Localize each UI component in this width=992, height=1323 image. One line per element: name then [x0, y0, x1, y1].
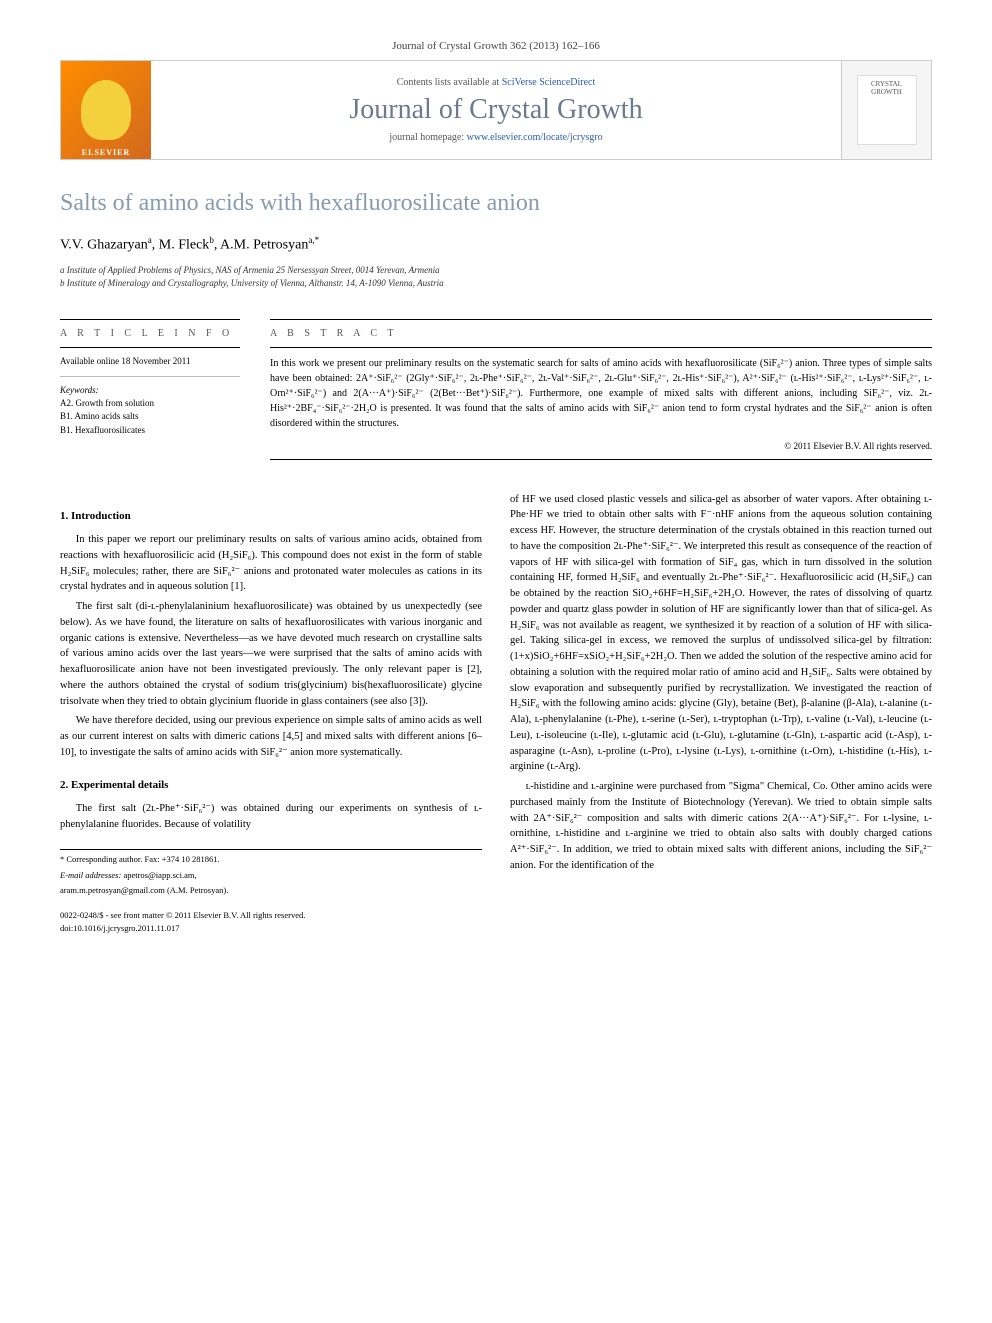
cover-image: CRYSTAL GROWTH — [857, 75, 917, 145]
footnotes: * Corresponding author. Fax: +374 10 281… — [60, 849, 482, 898]
issn-line: 0022-0248/$ - see front matter © 2011 El… — [60, 909, 482, 922]
section-2-para-2: of HF we used closed plastic vessels and… — [510, 492, 932, 776]
article-info-column: A R T I C L E I N F O Available online 1… — [60, 311, 240, 468]
keywords-list: A2. Growth from solution B1. Amino acids… — [60, 397, 240, 438]
section-2-para-1: The first salt (2ʟ-Phe⁺·SiF₆²⁻) was obta… — [60, 801, 482, 833]
homepage-link[interactable]: www.elsevier.com/locate/jcrysgro — [467, 132, 603, 143]
article-title: Salts of amino acids with hexafluorosili… — [60, 190, 932, 217]
article-body: 1. Introduction In this paper we report … — [60, 492, 932, 935]
contents-prefix: Contents lists available at — [397, 77, 502, 88]
keywords-label: Keywords: — [60, 385, 240, 395]
section-1-heading: 1. Introduction — [60, 508, 482, 525]
author-1: V.V. Ghazaryan — [60, 238, 148, 253]
article-info-heading: A R T I C L E I N F O — [60, 328, 240, 339]
section-2-para-3: ʟ-histidine and ʟ-arginine were purchase… — [510, 779, 932, 874]
cover-label: CRYSTAL GROWTH — [858, 80, 916, 96]
corresponding-mark-icon: * — [315, 235, 320, 245]
journal-reference: Journal of Crystal Growth 362 (2013) 162… — [60, 40, 932, 52]
email-2: aram.m.petrosyan@gmail.com (A.M. Petrosy… — [60, 885, 482, 897]
affiliation-b: b Institute of Mineralogy and Crystallog… — [60, 277, 932, 291]
email-1: apetros@iapp.sci.am, — [123, 870, 196, 880]
section-1-para-3: We have therefore decided, using our pre… — [60, 713, 482, 760]
keyword-3: B1. Hexafluorosilicates — [60, 424, 240, 438]
online-date: Available online 18 November 2011 — [60, 356, 240, 366]
abstract-heading: A B S T R A C T — [270, 328, 932, 339]
abstract-copyright: © 2011 Elsevier B.V. All rights reserved… — [270, 441, 932, 451]
doi-line: doi:10.1016/j.jcrysgro.2011.11.017 — [60, 922, 482, 935]
author-1-aff: a — [148, 235, 152, 245]
keyword-2: B1. Amino acids salts — [60, 410, 240, 424]
abstract-column: A B S T R A C T In this work we present … — [270, 311, 932, 468]
abstract-text: In this work we present our preliminary … — [270, 356, 932, 431]
contents-line: Contents lists available at SciVerse Sci… — [159, 77, 833, 88]
elsevier-tree-icon — [81, 80, 131, 140]
email-addresses: E-mail addresses: apetros@iapp.sci.am, — [60, 870, 482, 882]
author-2-aff: b — [209, 235, 214, 245]
journal-banner: ELSEVIER Contents lists available at Sci… — [60, 60, 932, 160]
affiliations: a Institute of Applied Problems of Physi… — [60, 264, 932, 291]
affiliation-a: a Institute of Applied Problems of Physi… — [60, 264, 932, 278]
section-1-para-1: In this paper we report our preliminary … — [60, 532, 482, 595]
homepage-line: journal homepage: www.elsevier.com/locat… — [159, 132, 833, 143]
authors-line: V.V. Ghazaryana, M. Fleckb, A.M. Petrosy… — [60, 235, 932, 254]
section-2-heading: 2. Experimental details — [60, 777, 482, 794]
publisher-logo: ELSEVIER — [61, 61, 151, 159]
author-2: M. Fleck — [159, 238, 210, 253]
homepage-prefix: journal homepage: — [389, 132, 466, 143]
keyword-1: A2. Growth from solution — [60, 397, 240, 411]
email-label: E-mail addresses: — [60, 870, 121, 880]
section-1-para-2: The first salt (di-ʟ-phenylalaninium hex… — [60, 599, 482, 709]
banner-center: Contents lists available at SciVerse Sci… — [151, 69, 841, 151]
corresponding-author-note: * Corresponding author. Fax: +374 10 281… — [60, 854, 482, 866]
sciencedirect-link[interactable]: SciVerse ScienceDirect — [502, 77, 596, 88]
footer: 0022-0248/$ - see front matter © 2011 El… — [60, 909, 482, 935]
author-3: A.M. Petrosyan — [220, 238, 308, 253]
cover-thumbnail: CRYSTAL GROWTH — [841, 61, 931, 159]
publisher-name: ELSEVIER — [82, 148, 130, 157]
journal-title: Journal of Crystal Growth — [159, 94, 833, 126]
